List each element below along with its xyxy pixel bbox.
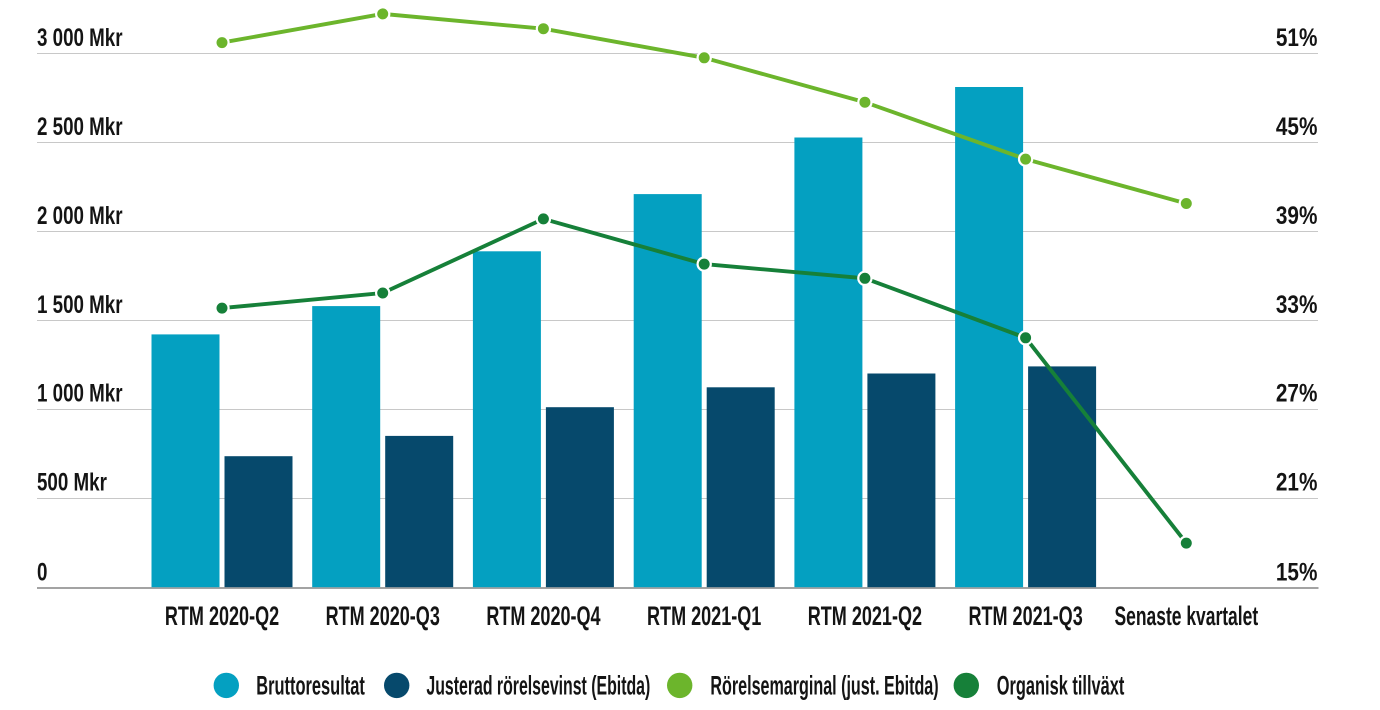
svg-text:2 000 Mkr: 2 000 Mkr: [37, 201, 123, 229]
svg-text:Bruttoresultat: Bruttoresultat: [256, 670, 365, 700]
svg-text:RTM 2021-Q3: RTM 2021-Q3: [968, 600, 1082, 630]
svg-text:Organisk tillväxt: Organisk tillväxt: [997, 670, 1125, 700]
svg-text:51%: 51%: [1276, 23, 1318, 51]
svg-text:RTM 2021-Q1: RTM 2021-Q1: [647, 600, 761, 630]
svg-text:Senaste kvartalet: Senaste kvartalet: [1114, 601, 1258, 631]
svg-text:15%: 15%: [1276, 558, 1318, 586]
svg-text:3 000 Mkr: 3 000 Mkr: [37, 24, 123, 52]
svg-text:RTM 2020-Q2: RTM 2020-Q2: [165, 600, 279, 630]
svg-text:45%: 45%: [1276, 112, 1318, 140]
svg-text:1 500 Mkr: 1 500 Mkr: [37, 290, 123, 318]
svg-text:0: 0: [37, 558, 47, 586]
svg-text:1 000 Mkr: 1 000 Mkr: [37, 379, 123, 407]
svg-text:2 500 Mkr: 2 500 Mkr: [37, 112, 123, 140]
svg-text:RTM 2021-Q2: RTM 2021-Q2: [808, 600, 922, 630]
svg-text:RTM 2020-Q4: RTM 2020-Q4: [486, 600, 601, 630]
svg-text:Justerad rörelsevinst (Ebitda): Justerad rörelsevinst (Ebitda): [426, 670, 650, 700]
svg-text:500 Mkr: 500 Mkr: [37, 468, 107, 496]
svg-text:33%: 33%: [1276, 290, 1318, 318]
svg-text:Rörelsemarginal (just. Ebitda): Rörelsemarginal (just. Ebitda): [710, 670, 938, 700]
svg-text:39%: 39%: [1276, 201, 1318, 229]
svg-text:RTM 2020-Q3: RTM 2020-Q3: [326, 600, 440, 630]
svg-text:27%: 27%: [1276, 379, 1318, 407]
svg-text:21%: 21%: [1276, 468, 1318, 496]
